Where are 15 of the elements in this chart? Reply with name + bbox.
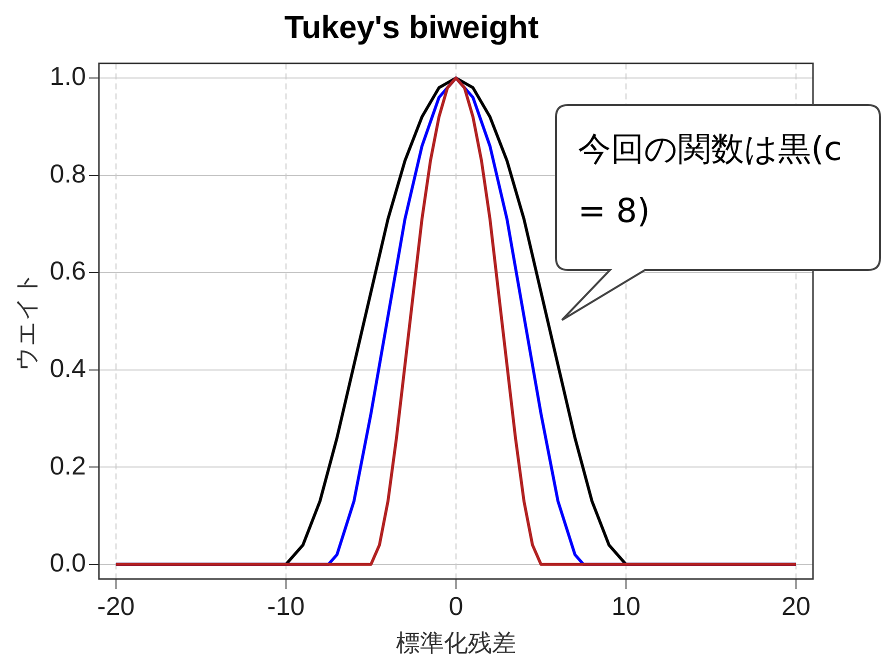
y-tick-label: 0.2 (50, 450, 86, 480)
x-tick-label: -10 (267, 590, 305, 621)
y-axis-title: ウエイト (12, 271, 41, 372)
y-tick-label: 0.4 (50, 353, 86, 384)
y-tick-label: 0.6 (50, 256, 86, 286)
x-tick-label: 20 (782, 590, 810, 621)
x-tick-label: 10 (612, 590, 640, 621)
x-tick-label: 0 (448, 590, 464, 621)
x-axis-title: 標準化残差 (396, 628, 516, 657)
y-tick-label: 0.0 (50, 548, 86, 578)
chart-title: Tukey's biweight (284, 9, 539, 46)
annotation: 今回の関数は黒(c = 8) (578, 128, 844, 232)
y-tick-label: 0.8 (50, 158, 86, 188)
y-tick-label: 1.0 (50, 61, 86, 92)
x-tick-label: -20 (97, 590, 135, 621)
